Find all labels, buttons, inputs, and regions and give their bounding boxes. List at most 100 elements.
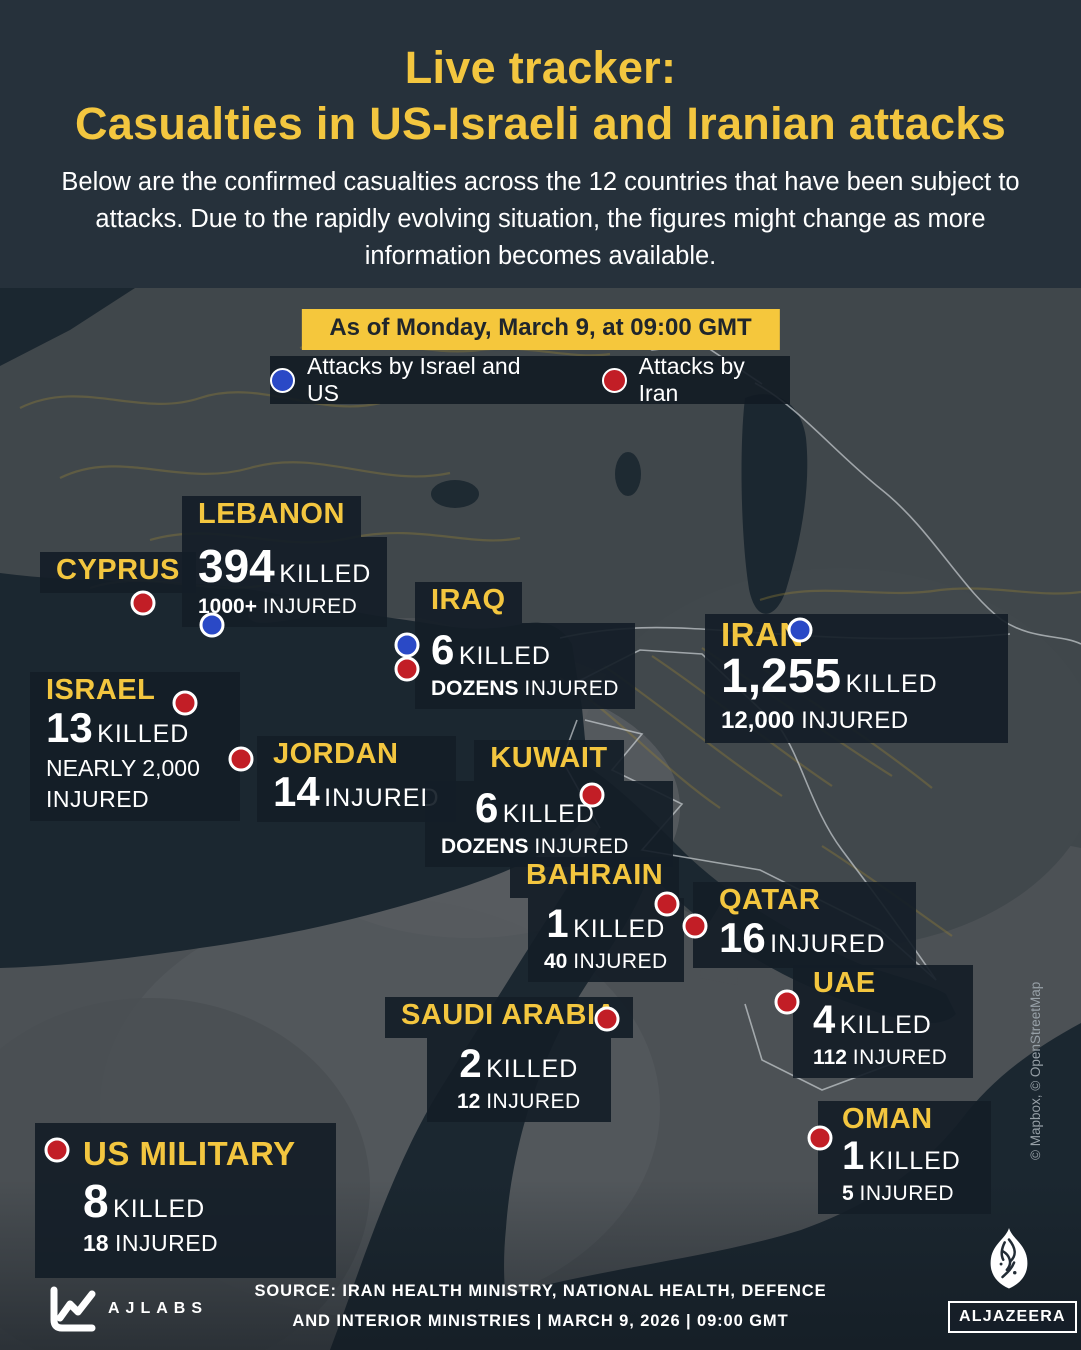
country-label-saudi-arabia: SAUDI ARABIA 2 KILLED 12 INJURED xyxy=(385,997,633,1122)
uae-attack-marker-red xyxy=(774,989,800,1015)
timestamp-banner: As of Monday, March 9, at 09:00 GMT xyxy=(301,309,780,350)
page-title-line1: Live tracker: xyxy=(404,42,677,93)
qatar-attack-marker-red xyxy=(682,913,708,939)
source-line-1: SOURCE: IRAN HEALTH MINISTRY, NATIONAL H… xyxy=(254,1282,827,1300)
injured-label: INJURED xyxy=(859,1181,955,1205)
red-dot-icon xyxy=(601,367,627,393)
country-name: ISRAEL xyxy=(46,674,156,706)
country-label-bahrain: BAHRAIN 1 KILLED 40 INJURED xyxy=(510,857,684,982)
killed-value: 6 xyxy=(431,626,455,673)
injured-label: INJURED xyxy=(534,834,629,858)
killed-label: KILLED xyxy=(279,560,372,588)
injured-value: 16 xyxy=(719,914,766,961)
country-label-qatar: QATAR 16 INJURED xyxy=(693,882,916,968)
injured-value: DOZENS xyxy=(431,676,519,700)
kuwait-attack-marker-red xyxy=(579,782,605,808)
killed-label: KILLED xyxy=(868,1147,961,1175)
lake-urmia xyxy=(615,452,641,496)
country-name: UAE xyxy=(813,967,876,999)
injured-value: NEARLY 2,000 xyxy=(46,754,200,781)
country-name: US MILITARY xyxy=(83,1135,296,1172)
injured-label: INJURED xyxy=(46,786,150,813)
country-name: OMAN xyxy=(842,1103,933,1135)
country-name: SAUDI ARABIA xyxy=(401,999,617,1031)
injured-label: INJURED xyxy=(524,676,619,700)
killed-value: 1,255 xyxy=(721,650,842,703)
injured-value: 1000+ xyxy=(198,594,257,618)
legend-label-israel-us: Attacks by Israel and US xyxy=(307,353,521,406)
killed-label: KILLED xyxy=(845,670,938,698)
injured-label: INJURED xyxy=(801,706,909,734)
injured-label: INJURED xyxy=(573,949,668,973)
killed-label: KILLED xyxy=(573,915,666,943)
lake-van xyxy=(431,480,479,508)
saudi-arabia-attack-marker-red xyxy=(594,1006,620,1032)
country-name: BAHRAIN xyxy=(526,859,664,891)
country-label-us-military: US MILITARY 8 KILLED 18 INJURED xyxy=(35,1123,336,1279)
caspian-sea xyxy=(741,394,808,614)
killed-value: 8 xyxy=(83,1175,109,1227)
country-label-cyprus: CYPRUS xyxy=(40,552,196,593)
iraq-attack-marker-blue xyxy=(394,632,420,658)
lebanon-attack-marker-blue xyxy=(199,612,225,638)
injured-value: 14 xyxy=(273,768,320,815)
killed-value: 13 xyxy=(46,704,93,751)
injured-label: INJURED xyxy=(324,784,440,812)
oman-attack-marker-red xyxy=(807,1125,833,1151)
country-name: IRAQ xyxy=(431,584,506,616)
country-name: QATAR xyxy=(719,884,821,916)
us-military-attack-marker-red xyxy=(44,1137,70,1163)
injured-value: 18 xyxy=(83,1229,109,1256)
source-line-2: AND INTERIOR MINISTRIES | MARCH 9, 2026 … xyxy=(292,1312,789,1330)
country-label-jordan: JORDAN 14 INJURED xyxy=(257,736,456,822)
injured-value: 40 xyxy=(544,949,568,973)
legend-item-iran: Attacks by Iran xyxy=(601,353,790,407)
country-name: LEBANON xyxy=(198,498,345,530)
country-label-lebanon: LEBANON 394 KILLED 1000+ INJURED xyxy=(182,496,388,628)
injured-label: INJURED xyxy=(262,594,358,618)
iraq-attack-marker-red xyxy=(394,656,420,682)
ajlabs-label: AJLABS xyxy=(108,1300,209,1317)
injured-label: INJURED xyxy=(486,1089,581,1113)
country-name: CYPRUS xyxy=(56,554,180,586)
country-label-iraq: IRAQ 6 KILLED DOZENS INJURED xyxy=(415,582,635,709)
injured-value: 112 xyxy=(813,1045,847,1069)
country-label-uae: UAE 4 KILLED 112 INJURED xyxy=(793,965,974,1078)
injured-value: 12 xyxy=(457,1089,481,1113)
killed-label: KILLED xyxy=(502,800,595,828)
country-label-iran: IRAN 1,255 KILLED 12,000 INJURED xyxy=(705,614,1008,743)
injured-label: INJURED xyxy=(852,1045,948,1069)
killed-value: 6 xyxy=(474,784,499,831)
legend: Attacks by Israel and US Attacks by Iran xyxy=(270,353,790,407)
injured-label: INJURED xyxy=(114,1229,219,1256)
country-name: KUWAIT xyxy=(490,742,608,774)
injured-value: 5 xyxy=(842,1181,854,1205)
aljazeera-label: ALJAZEERA xyxy=(948,1301,1077,1333)
map-attribution: © Mapbox, © OpenStreetMap xyxy=(1028,981,1043,1160)
israel-attack-marker-red xyxy=(172,690,198,716)
injured-label: INJURED xyxy=(770,930,886,958)
country-label-kuwait: KUWAIT 6 KILLED DOZENS INJURED xyxy=(425,740,673,867)
killed-label: KILLED xyxy=(113,1195,206,1223)
killed-value: 1 xyxy=(546,902,569,946)
aljazeera-logo: ALJAZEERA xyxy=(948,1228,1077,1333)
killed-label: KILLED xyxy=(839,1011,932,1039)
ajlabs-chart-icon xyxy=(50,1286,96,1332)
bahrain-attack-marker-red xyxy=(654,891,680,917)
black-sea xyxy=(0,288,135,366)
country-name: JORDAN xyxy=(273,738,399,770)
killed-value: 1 xyxy=(842,1134,865,1178)
country-label-israel: ISRAEL 13 KILLED NEARLY 2,000 INJURED xyxy=(30,672,240,821)
legend-item-israel-us: Attacks by Israel and US xyxy=(270,353,558,407)
killed-value: 394 xyxy=(198,540,275,592)
country-label-oman: OMAN 1 KILLED 5 INJURED xyxy=(818,1101,991,1214)
injured-value: 12,000 xyxy=(721,706,795,734)
aljazeera-flame-icon xyxy=(990,1228,1028,1289)
blue-dot-icon xyxy=(270,367,295,393)
killed-label: KILLED xyxy=(97,720,190,748)
iran-attack-marker-blue xyxy=(787,617,813,643)
jordan-attack-marker-red xyxy=(228,746,254,772)
killed-value: 2 xyxy=(459,1042,482,1086)
killed-label: KILLED xyxy=(486,1055,579,1083)
